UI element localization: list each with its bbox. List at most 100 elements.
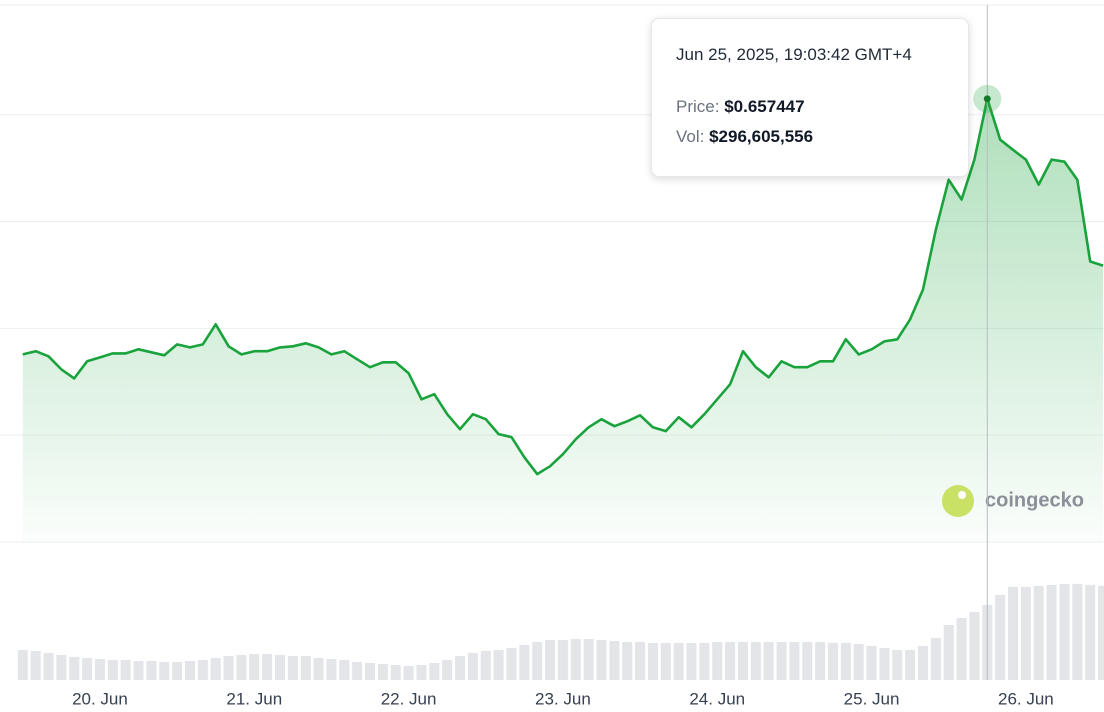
volume-bar bbox=[133, 660, 144, 680]
volume-bar bbox=[699, 642, 710, 680]
volume-bar bbox=[339, 659, 350, 680]
volume-bar bbox=[840, 642, 851, 680]
volume-bar bbox=[969, 611, 980, 680]
volume-bar bbox=[352, 661, 363, 680]
x-tick-label: 22. Jun bbox=[381, 689, 437, 708]
volume-bar bbox=[56, 654, 67, 680]
volume-bar bbox=[184, 660, 195, 680]
volume-bar bbox=[120, 659, 131, 680]
volume-bar bbox=[635, 641, 646, 680]
logo-icon bbox=[942, 485, 974, 517]
volume-bar bbox=[43, 652, 54, 680]
volume-bar bbox=[905, 649, 916, 680]
tooltip-volume-row: Vol: $296,605,556 bbox=[676, 127, 944, 147]
volume-bar bbox=[1072, 583, 1083, 680]
volume-bar bbox=[725, 641, 736, 680]
volume-bar bbox=[686, 642, 697, 680]
volume-bar bbox=[236, 654, 247, 680]
volume-bar bbox=[519, 644, 530, 680]
volume-bar bbox=[892, 649, 903, 680]
volume-bar bbox=[467, 652, 478, 680]
x-tick-label: 25. Jun bbox=[844, 689, 900, 708]
x-tick-label: 20. Jun bbox=[72, 689, 128, 708]
volume-bar bbox=[930, 637, 941, 680]
volume-bar bbox=[506, 647, 517, 680]
volume-bar bbox=[1020, 586, 1031, 680]
volume-bar bbox=[94, 658, 105, 680]
volume-bar bbox=[480, 650, 491, 680]
volume-bar bbox=[82, 657, 93, 680]
tooltip-key: Vol: bbox=[676, 127, 705, 146]
volume-bar bbox=[943, 624, 954, 680]
volume-bar bbox=[493, 649, 504, 680]
volume-bar bbox=[172, 661, 183, 680]
tooltip-value: $0.657447 bbox=[724, 97, 805, 116]
volume-bar bbox=[750, 641, 761, 680]
volume-bar bbox=[365, 662, 376, 680]
volume-bar bbox=[1033, 585, 1044, 680]
volume-bar bbox=[300, 655, 311, 680]
volume-bar bbox=[776, 641, 787, 680]
hover-dot bbox=[983, 95, 991, 103]
volume-bar bbox=[1008, 586, 1019, 680]
x-tick-label: 21. Jun bbox=[226, 689, 282, 708]
volume-bar bbox=[442, 659, 453, 680]
price-line bbox=[22, 97, 1104, 476]
volume-bar bbox=[532, 641, 543, 680]
volume-bar bbox=[956, 617, 967, 680]
volume-bar bbox=[1098, 585, 1104, 680]
price-area bbox=[22, 98, 1104, 543]
volume-bar bbox=[596, 639, 607, 680]
volume-bar bbox=[223, 655, 234, 680]
volume-bar bbox=[866, 645, 877, 680]
watermark: coingecko bbox=[985, 489, 1084, 511]
volume-bar bbox=[763, 641, 774, 680]
volume-bar bbox=[30, 650, 41, 680]
volume-bar bbox=[1085, 584, 1096, 680]
volume-bar bbox=[390, 664, 401, 680]
volume-bar bbox=[69, 656, 80, 680]
volume-bar bbox=[545, 639, 556, 680]
tooltip-key: Price: bbox=[676, 97, 720, 116]
volume-bar bbox=[557, 639, 568, 680]
volume-bar bbox=[583, 638, 594, 680]
volume-bar bbox=[326, 658, 337, 680]
tooltip: Jun 25, 2025, 19:03:42 GMT+4 Price: $0.6… bbox=[651, 18, 969, 177]
volume-bar bbox=[647, 642, 658, 680]
volume-bar bbox=[622, 641, 633, 680]
volume-bar bbox=[609, 640, 620, 680]
volume-bar bbox=[197, 659, 208, 680]
volume-bar bbox=[429, 662, 440, 680]
volume-bar bbox=[570, 638, 581, 680]
volume-bar bbox=[673, 642, 684, 680]
volume-bar bbox=[827, 642, 838, 680]
logo-eye bbox=[958, 491, 966, 499]
x-tick-label: 23. Jun bbox=[535, 689, 591, 708]
volume-bar bbox=[879, 647, 890, 680]
volume-bar bbox=[313, 657, 324, 680]
x-tick-label: 26. Jun bbox=[998, 689, 1054, 708]
volume-bar bbox=[159, 661, 170, 680]
volume-bar bbox=[1059, 583, 1070, 680]
tooltip-price-row: Price: $0.657447 bbox=[676, 97, 944, 117]
tooltip-value: $296,605,556 bbox=[709, 127, 814, 146]
volume-bar bbox=[1046, 584, 1057, 680]
volume-bar bbox=[210, 657, 221, 680]
volume-bar bbox=[789, 641, 800, 680]
volume-bar bbox=[249, 653, 260, 680]
volume-bar bbox=[853, 643, 864, 680]
volume-bar bbox=[287, 655, 298, 680]
tooltip-date: Jun 25, 2025, 19:03:42 GMT+4 bbox=[676, 45, 912, 64]
volume-bar bbox=[275, 654, 285, 680]
volume-bar bbox=[17, 649, 28, 680]
volume-bar bbox=[660, 642, 671, 680]
volume-bar bbox=[146, 660, 157, 680]
volume-bar bbox=[416, 664, 427, 680]
volume-bar bbox=[815, 641, 826, 680]
x-tick-label: 24. Jun bbox=[689, 689, 745, 708]
volume-bar bbox=[802, 641, 813, 680]
volume-bar bbox=[377, 663, 388, 680]
volume-bar bbox=[455, 655, 466, 680]
